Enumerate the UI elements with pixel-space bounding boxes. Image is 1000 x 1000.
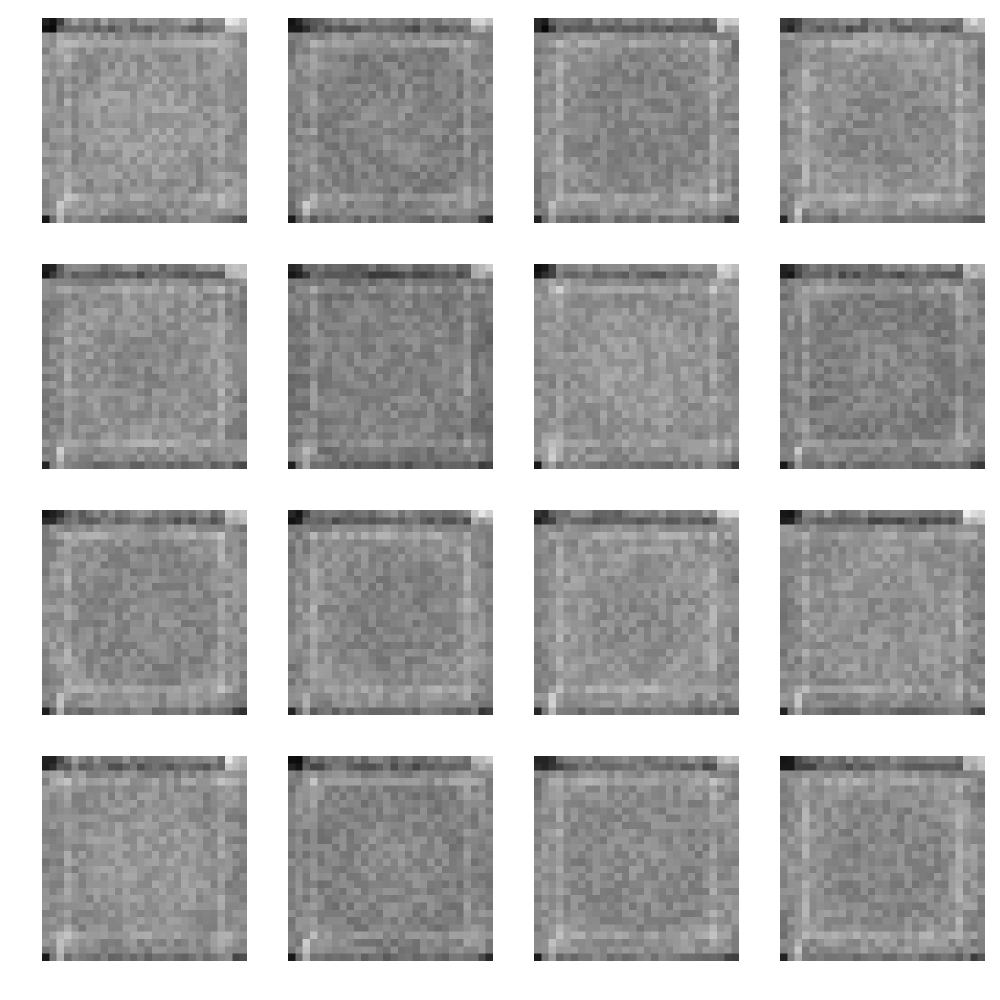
sample-image [288, 756, 493, 961]
generated-sample-8 [780, 264, 985, 469]
sample-image [42, 264, 247, 469]
generated-sample-14 [288, 756, 493, 961]
sample-image [780, 264, 985, 469]
sample-image [780, 756, 985, 961]
sample-image [534, 510, 739, 715]
sample-image [288, 510, 493, 715]
generated-sample-15 [534, 756, 739, 961]
sample-image [288, 18, 493, 223]
generated-sample-12 [780, 510, 985, 715]
generated-sample-13 [42, 756, 247, 961]
sample-image [534, 264, 739, 469]
sample-image [780, 18, 985, 223]
sample-image [288, 264, 493, 469]
generated-sample-7 [534, 264, 739, 469]
generated-sample-5 [42, 264, 247, 469]
sample-image [42, 510, 247, 715]
generated-sample-11 [534, 510, 739, 715]
generated-sample-6 [288, 264, 493, 469]
sample-image [780, 510, 985, 715]
generated-sample-2 [288, 18, 493, 223]
sample-image [534, 756, 739, 961]
generated-sample-1 [42, 18, 247, 223]
generated-sample-9 [42, 510, 247, 715]
sample-image [42, 756, 247, 961]
sample-image [534, 18, 739, 223]
generated-sample-16 [780, 756, 985, 961]
generated-sample-10 [288, 510, 493, 715]
generated-sample-3 [534, 18, 739, 223]
sample-image [42, 18, 247, 223]
generated-sample-4 [780, 18, 985, 223]
